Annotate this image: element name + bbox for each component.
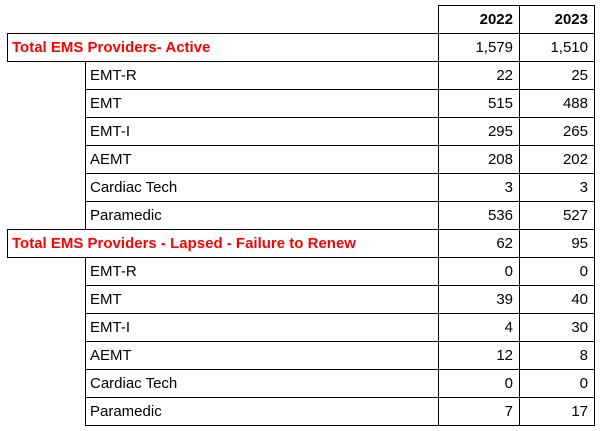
section-title-active: Total EMS Providers- Active [7,33,439,62]
indent-spacer [8,90,86,118]
provider-value-2022: 0 [438,257,520,286]
table-row: EMT-R 22 25 [8,61,595,90]
provider-value-2022: 0 [438,369,520,398]
provider-value-2022: 22 [438,61,520,90]
total-active-value-2022: 1,579 [438,33,520,62]
provider-label: EMT [85,285,439,314]
provider-value-2022: 12 [438,341,520,370]
total-row-active: Total EMS Providers- Active 1,579 1,510 [7,33,595,62]
provider-value-2023: 3 [519,173,595,202]
provider-value-2023: 8 [519,341,595,370]
total-active-value-2023: 1,510 [519,33,595,62]
table-row: Paramedic 536 527 [8,201,595,230]
table-row: EMT 515 488 [8,89,595,118]
provider-value-2022: 4 [438,313,520,342]
table-row: Cardiac Tech 3 3 [8,173,595,202]
indent-spacer [8,202,86,230]
indent-spacer [8,62,86,90]
provider-label: AEMT [85,145,439,174]
header-spacer [8,6,439,34]
provider-value-2023: 265 [519,117,595,146]
year-header-2023: 2023 [519,5,595,34]
table-row: EMT-I 4 30 [8,313,595,342]
table-row: EMT-R 0 0 [8,257,595,286]
indent-spacer [8,174,86,202]
provider-label: EMT-I [85,117,439,146]
provider-label: Paramedic [85,397,439,426]
year-header-row: 2022 2023 [8,5,595,34]
provider-value-2023: 202 [519,145,595,174]
indent-spacer [8,370,86,398]
provider-value-2023: 527 [519,201,595,230]
provider-value-2022: 208 [438,145,520,174]
provider-label: Paramedic [85,201,439,230]
provider-label: AEMT [85,341,439,370]
table-row: EMT-I 295 265 [8,117,595,146]
ems-providers-table: 2022 2023 Total EMS Providers- Active 1,… [7,5,595,426]
provider-value-2023: 25 [519,61,595,90]
provider-label: Cardiac Tech [85,369,439,398]
provider-value-2023: 17 [519,397,595,426]
indent-spacer [8,342,86,370]
indent-spacer [8,398,86,426]
provider-label: EMT-I [85,313,439,342]
indent-spacer [8,314,86,342]
provider-value-2023: 488 [519,89,595,118]
total-row-lapsed: Total EMS Providers - Lapsed - Failure t… [7,229,595,258]
indent-spacer [8,286,86,314]
section-title-lapsed: Total EMS Providers - Lapsed - Failure t… [7,229,439,258]
provider-label: EMT-R [85,257,439,286]
provider-value-2022: 515 [438,89,520,118]
table-row: EMT 39 40 [8,285,595,314]
provider-value-2023: 40 [519,285,595,314]
table-row: Cardiac Tech 0 0 [8,369,595,398]
provider-value-2022: 3 [438,173,520,202]
provider-value-2022: 536 [438,201,520,230]
indent-spacer [8,146,86,174]
table-row: AEMT 12 8 [8,341,595,370]
indent-spacer [8,118,86,146]
total-lapsed-value-2023: 95 [519,229,595,258]
provider-label: EMT [85,89,439,118]
provider-value-2023: 0 [519,257,595,286]
year-header-2022: 2022 [438,5,520,34]
total-lapsed-value-2022: 62 [438,229,520,258]
table-row: Paramedic 7 17 [8,397,595,426]
provider-label: EMT-R [85,61,439,90]
provider-value-2022: 295 [438,117,520,146]
table-row: AEMT 208 202 [8,145,595,174]
provider-value-2023: 0 [519,369,595,398]
provider-value-2022: 39 [438,285,520,314]
provider-value-2022: 7 [438,397,520,426]
indent-spacer [8,258,86,286]
provider-value-2023: 30 [519,313,595,342]
provider-label: Cardiac Tech [85,173,439,202]
